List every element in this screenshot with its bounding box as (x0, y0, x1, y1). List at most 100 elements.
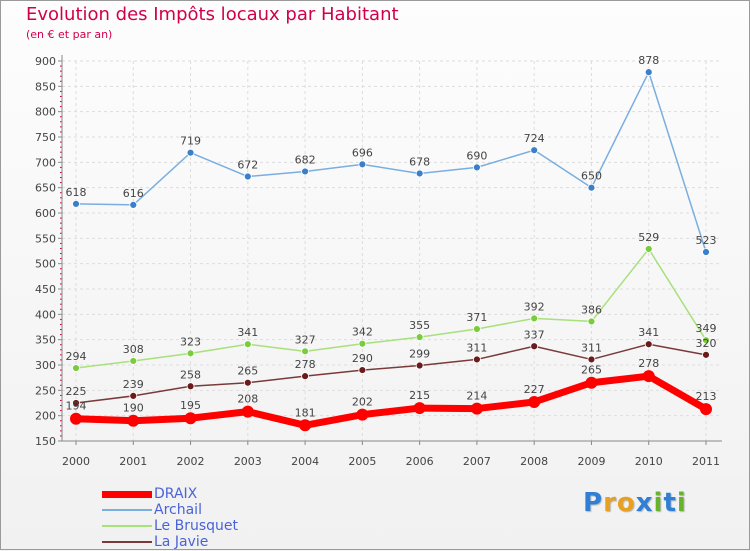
x-tick-label: 2010 (635, 455, 663, 468)
data-point-le-brusquet (644, 245, 653, 253)
data-point-archail (129, 200, 138, 209)
data-point-le-brusquet (473, 325, 481, 333)
data-point-la-javie (72, 399, 80, 407)
data-label-draix: 208 (237, 393, 258, 406)
data-point-le-brusquet (129, 357, 138, 365)
data-label-la-javie: 290 (352, 352, 373, 365)
data-label-la-javie: 341 (638, 326, 659, 339)
data-label-draix: 195 (180, 399, 201, 412)
data-label-le-brusquet: 308 (123, 343, 144, 356)
data-label-draix: 227 (524, 383, 545, 396)
data-point-draix (241, 405, 254, 418)
data-point-le-brusquet (415, 333, 424, 342)
data-point-la-javie (243, 378, 252, 387)
data-point-draix (184, 412, 197, 425)
legend-swatch-la-javie (102, 541, 152, 543)
data-label-le-brusquet: 342 (352, 326, 373, 339)
data-point-archail (530, 146, 539, 155)
data-label-archail: 650 (581, 170, 602, 183)
data-point-archail (702, 248, 710, 256)
data-point-draix (70, 412, 82, 425)
series-line-draix (72, 372, 710, 429)
data-point-la-javie (186, 382, 195, 391)
x-tick-label: 2004 (291, 455, 319, 468)
y-tick-label: 900 (35, 55, 56, 68)
data-point-archail (243, 172, 252, 181)
legend-label-draix: DRAIX (154, 486, 198, 502)
data-point-la-javie (473, 355, 481, 364)
y-tick-label: 150 (35, 435, 56, 448)
data-point-archail (587, 183, 596, 192)
data-point-archail (473, 163, 481, 172)
data-point-draix (528, 395, 541, 408)
y-tick-label: 600 (35, 207, 56, 220)
data-point-la-javie (358, 366, 367, 374)
data-label-draix: 215 (409, 389, 430, 402)
data-label-archail: 523 (696, 234, 717, 247)
data-label-le-brusquet: 294 (66, 350, 87, 363)
data-label-draix: 181 (295, 406, 316, 419)
data-point-le-brusquet (301, 347, 309, 356)
data-label-archail: 724 (524, 132, 545, 145)
data-point-le-brusquet (702, 336, 710, 345)
data-point-draix (585, 376, 598, 389)
x-tick-label: 2005 (348, 455, 376, 468)
data-label-la-javie: 265 (237, 365, 258, 378)
y-tick-label: 850 (35, 80, 56, 93)
data-label-la-javie: 278 (295, 358, 316, 371)
logo-letter: t (663, 488, 677, 518)
data-point-le-brusquet (530, 314, 539, 323)
data-point-la-javie (644, 340, 653, 349)
x-tick-label: 2008 (520, 455, 548, 468)
y-tick-label: 300 (35, 359, 56, 372)
x-tick-label: 2003 (234, 455, 262, 468)
data-point-archail (358, 160, 367, 169)
chart-title: Evolution des Impôts locaux par Habitant (26, 4, 399, 25)
data-label-la-javie: 225 (66, 385, 87, 398)
legend-label-archail: Archail (154, 502, 202, 518)
data-point-la-javie (301, 372, 309, 381)
data-label-archail: 696 (352, 146, 373, 159)
data-point-la-javie (415, 361, 424, 370)
data-label-archail: 618 (66, 186, 87, 199)
data-point-archail (415, 169, 424, 178)
data-label-le-brusquet: 529 (638, 231, 659, 244)
logo-letter: i (653, 488, 664, 518)
data-point-archail (644, 68, 653, 77)
y-tick-label: 500 (35, 258, 56, 271)
data-label-draix: 213 (696, 390, 717, 403)
data-point-draix (642, 370, 655, 383)
legend-label-le-brusquet: Le Brusquet (154, 518, 239, 534)
data-label-archail: 690 (466, 149, 487, 162)
data-label-le-brusquet: 341 (237, 326, 258, 339)
legend-swatch-le-brusquet (102, 525, 152, 527)
data-point-draix (413, 402, 426, 415)
y-tick-label: 350 (35, 334, 56, 347)
data-label-la-javie: 311 (466, 341, 487, 354)
legend-swatch-archail (102, 509, 152, 511)
proxiti-logo: Proxiti (583, 488, 687, 518)
data-label-draix: 190 (123, 402, 144, 415)
data-point-draix (356, 408, 369, 421)
series-line-archail (75, 71, 707, 253)
data-label-draix: 202 (352, 396, 373, 409)
y-tick-label: 700 (35, 156, 56, 169)
data-label-archail: 678 (409, 155, 430, 168)
data-point-le-brusquet (186, 349, 195, 358)
y-tick-label: 750 (35, 131, 56, 144)
data-label-archail: 616 (123, 187, 144, 200)
data-label-le-brusquet: 327 (295, 333, 316, 346)
y-tick-label: 650 (35, 182, 56, 195)
logo-letter: x (635, 488, 654, 518)
data-label-draix: 278 (638, 357, 659, 370)
x-tick-label: 2002 (177, 455, 205, 468)
x-tick-label: 2006 (406, 455, 434, 468)
data-label-le-brusquet: 349 (696, 322, 717, 335)
data-label-la-javie: 258 (180, 368, 201, 381)
data-label-le-brusquet: 355 (409, 319, 430, 332)
data-point-archail (72, 199, 80, 208)
logo-letter: o (616, 488, 636, 518)
data-label-la-javie: 239 (123, 378, 144, 391)
